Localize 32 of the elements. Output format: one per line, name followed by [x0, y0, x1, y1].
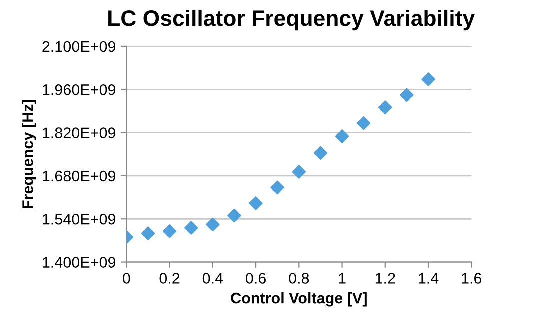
- point: [141, 226, 156, 241]
- x-tick-label: 1.6: [462, 273, 482, 284]
- y-tick-label: 2.100E+09: [42, 41, 116, 52]
- x-tick-label: 1.4: [419, 273, 439, 284]
- point: [162, 224, 177, 238]
- point: [292, 165, 306, 179]
- point: [422, 72, 436, 86]
- x-tick-label: 0.4: [202, 273, 224, 284]
- point: [314, 146, 328, 160]
- x-axis-title: Control Voltage [V]: [231, 292, 367, 307]
- y-tick-label: 1.540E+09: [43, 214, 116, 225]
- point: [400, 88, 414, 102]
- x-tick-label: 1: [339, 273, 346, 284]
- y-tick-label: 1.400E+09: [43, 257, 116, 268]
- point: [184, 221, 198, 235]
- chart-title: LC Oscillator Frequency Variability: [108, 10, 475, 31]
- x-tick-label: 0.6: [246, 273, 266, 284]
- y-tick-label: 1.680E+09: [43, 170, 116, 182]
- point: [228, 208, 242, 223]
- y-axis-title: Frequency [Hz]: [22, 100, 36, 209]
- point: [378, 100, 392, 114]
- point: [335, 130, 350, 144]
- x-tick-label: 0.8: [289, 273, 310, 284]
- point: [249, 196, 263, 210]
- x-tick-label: 0: [123, 273, 130, 284]
- point: [356, 116, 371, 130]
- point: [206, 218, 220, 232]
- x-tick-label: 0.2: [160, 273, 180, 284]
- y-tick-label: 1.820E+09: [43, 128, 116, 138]
- x-tick-label: 1.2: [376, 273, 396, 284]
- point: [270, 180, 284, 195]
- y-tick-label: 1.960E+09: [43, 84, 116, 96]
